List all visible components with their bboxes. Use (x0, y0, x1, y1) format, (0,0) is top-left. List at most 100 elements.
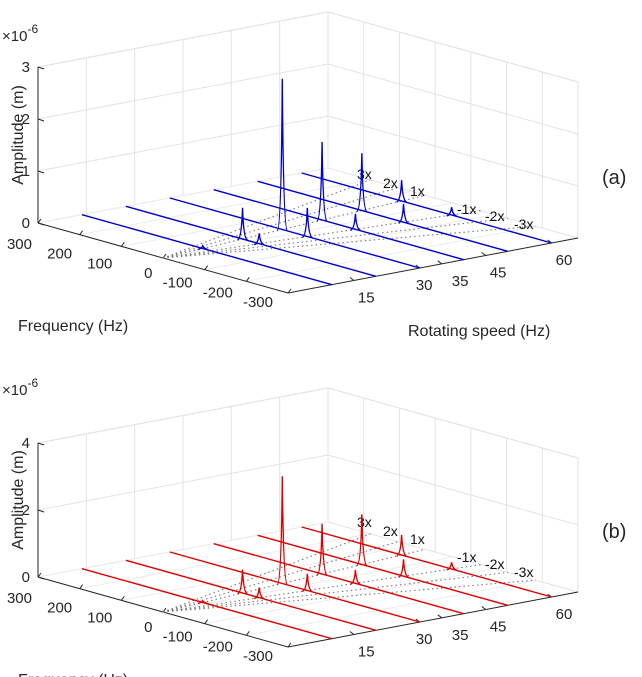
z-tick (37, 576, 45, 580)
y-tick (349, 277, 355, 281)
y-tick-label: 60 (556, 606, 573, 623)
z-tick (37, 170, 45, 174)
spectrum-peak (237, 207, 248, 241)
order-label: -3x (514, 216, 533, 232)
x-tick (245, 277, 250, 282)
x-tick-label: 0 (144, 619, 152, 636)
z-tick-label: 2 (22, 111, 30, 128)
spectrum-baseline (125, 559, 377, 632)
spectrum-peak (316, 523, 328, 576)
spectrum-peak (197, 599, 208, 605)
z-axis-label: Amplitude (m) (10, 450, 27, 550)
y-tick (437, 614, 443, 619)
grid-line (37, 387, 579, 459)
x-tick-label: -300 (243, 648, 273, 665)
z-tick (37, 118, 45, 122)
spectrum-baseline (257, 180, 508, 253)
spectrum-peak (396, 534, 407, 557)
spectrum-baseline (169, 197, 421, 269)
floor-grid-line (37, 521, 329, 578)
y-tick-label: 60 (556, 252, 573, 269)
x-tick-label: 200 (47, 246, 72, 263)
spectrum-peak (398, 559, 409, 578)
exponent-label: ×10-6 (2, 376, 38, 399)
x-tick-label: -200 (203, 284, 233, 301)
order-line (162, 225, 536, 259)
z-tick (37, 509, 45, 513)
spectrum-peak (446, 562, 457, 571)
floor-grid-line (121, 544, 412, 601)
spectrum-peak (253, 587, 265, 600)
y-tick (481, 252, 487, 256)
x-tick-label: -100 (163, 275, 193, 292)
floor-grid-line (204, 214, 495, 271)
spectrum-peak (396, 180, 407, 203)
x-tick-label: 300 (7, 236, 32, 253)
exponent-base: ×10 (2, 382, 27, 399)
x-tick-label: -200 (203, 638, 233, 655)
x-tick-label: 100 (87, 255, 112, 272)
z-tick-label: 0 (22, 569, 30, 586)
order-label: -1x (457, 549, 476, 565)
y-axis-label: Rotating speed (Hz) (408, 323, 550, 340)
y-tick (349, 631, 355, 635)
y-tick (437, 260, 443, 265)
spectrum-peak (316, 141, 328, 222)
z-tick-label: 1 (22, 163, 30, 180)
order-label: -2x (485, 556, 504, 572)
order-line (162, 541, 399, 613)
x-tick-label: -300 (243, 294, 273, 311)
spectrum-baseline (125, 205, 377, 278)
panel-label: (b) (602, 521, 626, 543)
y-tick-label: 45 (490, 619, 507, 636)
panel-a: 0 1 2 3 ×10-6 Amplitude (m) 300 200 100 0 -100 -200… (2, 11, 626, 340)
x-tick-label: 300 (7, 590, 32, 607)
order-label: 2x (383, 175, 398, 191)
spectrum-peak (276, 476, 289, 586)
y-tick-label: 30 (416, 631, 433, 648)
x-tick (120, 242, 125, 247)
x-axis-label: Frequency (Hz) (18, 672, 128, 677)
x-tick (37, 572, 42, 578)
x-tick (287, 288, 292, 294)
spectrum-peak (398, 203, 409, 224)
z-tick-label: 0 (22, 215, 30, 232)
spectrum-baseline (213, 188, 464, 261)
z-tick (37, 222, 45, 226)
y-tick-label: 35 (452, 273, 469, 290)
spectrum-baseline (213, 542, 464, 615)
spectrum-peak (197, 243, 208, 251)
spectrum-baseline (169, 551, 421, 623)
spectrum-peak (350, 213, 361, 232)
floor-grid-line (246, 225, 537, 282)
x-tick-label: 100 (87, 609, 112, 626)
y-axis-line (287, 237, 579, 294)
spectrum-peak (356, 153, 368, 213)
order-line (162, 579, 536, 613)
z-axis-label: Amplitude (m) (10, 85, 27, 185)
x-tick (204, 265, 209, 270)
spectrum-peak (237, 569, 248, 595)
x-tick-label: 200 (47, 600, 72, 617)
order-line (162, 217, 509, 259)
x-tick (120, 596, 125, 601)
x-tick (37, 218, 42, 224)
exponent-label: ×10-6 (2, 22, 38, 45)
spectrum-peak (446, 207, 457, 217)
order-label: 3x (357, 514, 372, 530)
exponent-base: ×10 (2, 28, 27, 45)
order-line (162, 533, 371, 613)
order-label: -1x (457, 201, 476, 217)
exponent-power: -6 (27, 22, 38, 36)
spectrum-baseline (301, 526, 552, 598)
spectrum-peak (302, 573, 313, 593)
floor-grid-line (121, 190, 412, 247)
y-tick-label: 30 (416, 277, 433, 294)
x-axis-label: Frequency (Hz) (18, 318, 128, 335)
order-label: 1x (410, 183, 425, 199)
floor-grid-line (246, 579, 537, 636)
floor-grid-line (37, 167, 329, 224)
spectrum-peak (350, 569, 361, 586)
order-line (162, 571, 509, 613)
